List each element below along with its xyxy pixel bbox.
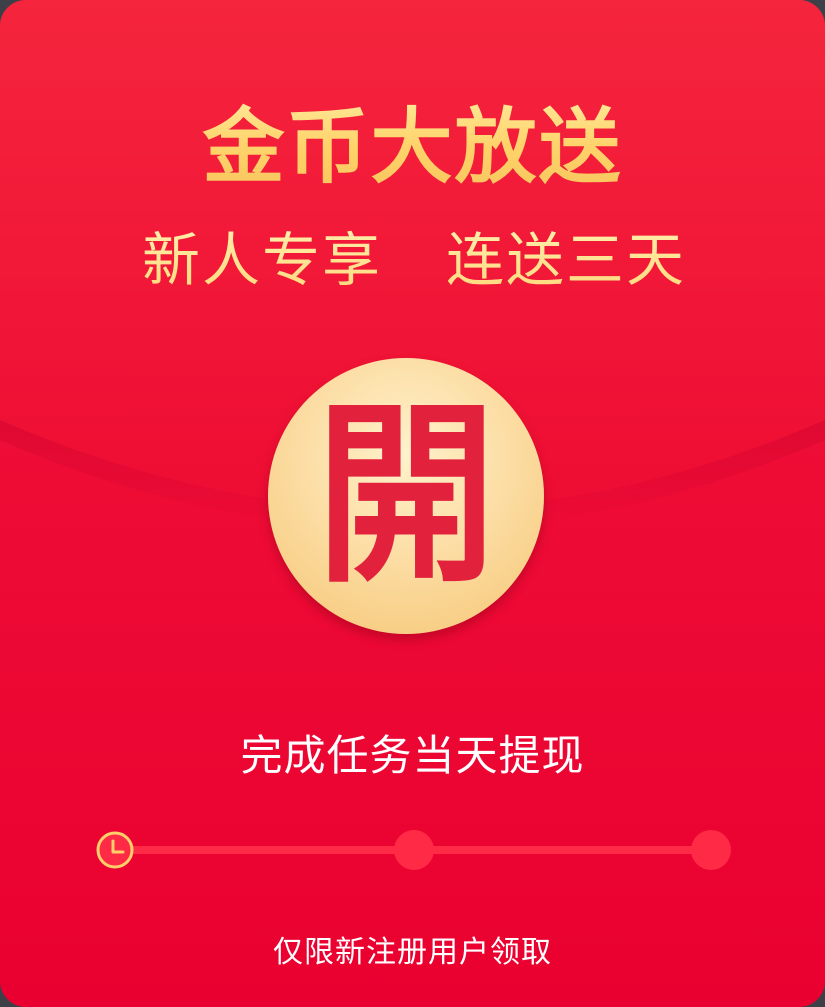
clock-icon: [96, 831, 134, 869]
open-button-label: 開: [315, 381, 496, 610]
open-envelope-button[interactable]: 開: [268, 358, 544, 634]
progress-step-3: [691, 830, 731, 870]
task-text: 完成任务当天提现: [240, 731, 585, 780]
progress-step-2: [394, 830, 434, 870]
subline-three-days: 连送三天: [446, 213, 686, 297]
envelope-flap: [0, 0, 825, 530]
new-user-footnote: 仅限新注册用户领取: [273, 935, 552, 970]
checkin-progress: [96, 828, 736, 872]
subline-new-user: 新人专享: [142, 213, 382, 297]
headline: 金币大放送: [0, 80, 825, 199]
